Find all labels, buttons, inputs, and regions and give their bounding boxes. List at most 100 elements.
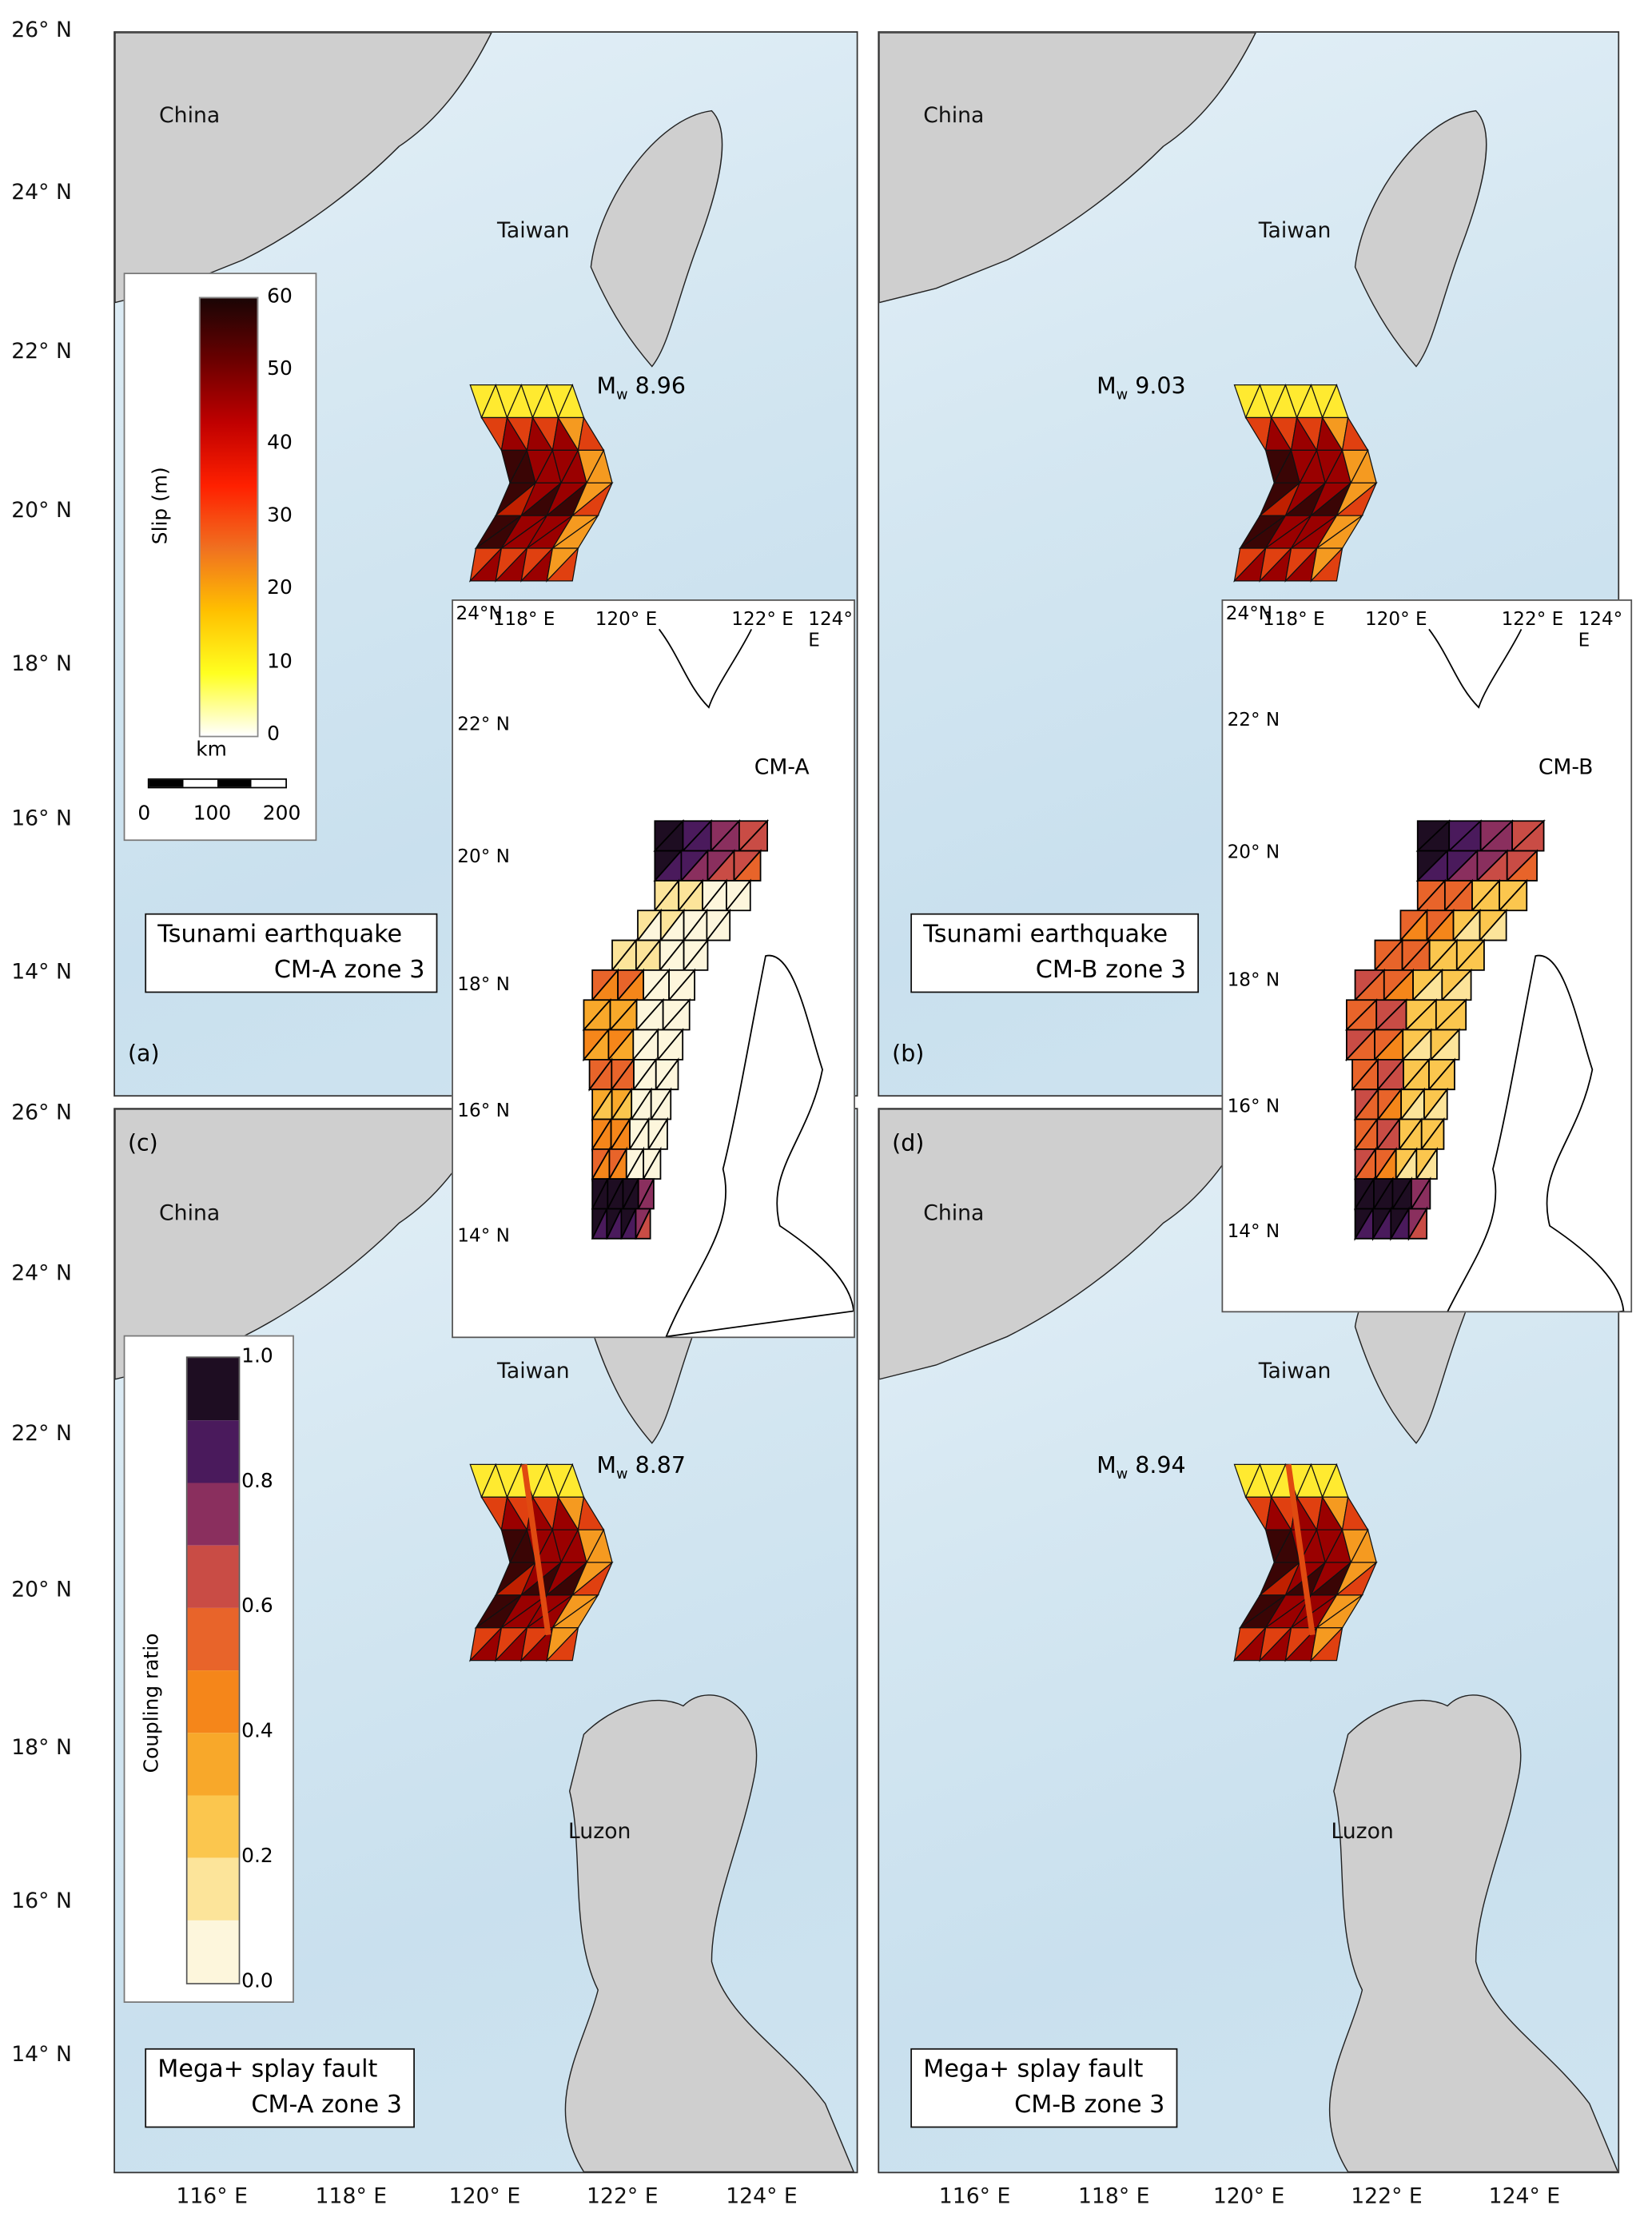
land-taiwan: [590, 109, 723, 368]
land-taiwan: [1354, 109, 1487, 368]
inset-lat-label: 20° N: [457, 846, 510, 868]
coupling-color-step: [187, 1420, 239, 1483]
slip-tick-label: 20: [267, 576, 293, 600]
coupling-color-step: [187, 1733, 239, 1796]
splay-fault-line: [1285, 1463, 1316, 1636]
mesh-triangle: [725, 878, 751, 912]
fault-triangle: [545, 1626, 579, 1662]
place-label-luzon: Luzon: [567, 1817, 631, 1844]
inset-map-cm-b: 24°N 118° E 120° E 122° E 124° E 22° N 20° N 18…: [1221, 599, 1633, 1313]
coupling-legend: Coupling ratio 1.0 0.8 0.6 0.4 0.2 0.0: [123, 1335, 294, 2003]
inset-lat-label: 14° N: [457, 1225, 510, 1248]
scenario-title-b: Tsunami earthquake CM-B zone 3: [910, 913, 1200, 993]
scale-bar-unit: km: [196, 738, 227, 762]
basemap: [879, 1109, 1618, 2172]
place-label-luzon: Luzon: [1331, 1817, 1394, 1844]
inset-lon-label: 124° E: [1578, 609, 1623, 652]
fault-patch: [1233, 383, 1378, 583]
lat-label: 22° N: [11, 1420, 72, 1447]
inset-lon-label: 118° E: [1263, 609, 1325, 631]
inset-model-name: CM-A: [754, 754, 810, 780]
coupling-tick-label: 0.6: [241, 1594, 273, 1618]
land-luzon: [564, 1694, 854, 2172]
coupling-tick-label: 0.4: [241, 1720, 273, 1743]
scale-bar-tick: 200: [262, 802, 301, 826]
land-china: [114, 32, 492, 304]
place-label-taiwan: Taiwan: [1258, 1358, 1332, 1384]
lat-label: 24° N: [11, 1260, 72, 1286]
scale-bar: [147, 778, 288, 789]
lat-label: 22° N: [11, 337, 72, 364]
scenario-title-d: Mega+ splay fault CM-B zone 3: [910, 2048, 1178, 2128]
place-label-china: China: [923, 1200, 985, 1226]
magnitude-label-d: Mw 8.94: [1097, 1451, 1186, 1483]
inset-lat-label: 20° N: [1227, 842, 1280, 864]
fault-triangle: [1309, 1626, 1343, 1662]
slip-legend: Slip (m) km 0 100 200 60 50 40 30 20 10 0: [123, 273, 317, 842]
slip-colorbar: [198, 297, 259, 738]
lon-label: 122° E: [587, 2183, 659, 2209]
lat-label: 16° N: [11, 805, 72, 831]
coupling-tick-label: 0.2: [241, 1845, 273, 1869]
slip-tick-label: 10: [267, 650, 293, 673]
inset-lat-label: 16° N: [1227, 1097, 1280, 1118]
inset-lon-label: 120° E: [595, 609, 658, 631]
coupling-color-step: [187, 1483, 239, 1546]
lat-label: 14° N: [11, 958, 72, 985]
lat-label: 20° N: [11, 497, 72, 523]
lat-label: 26° N: [11, 17, 72, 43]
coupling-color-step: [187, 1857, 239, 1920]
lon-label: 120° E: [448, 2183, 521, 2209]
place-label-china: China: [923, 101, 985, 128]
coastline-taiwan: [1428, 628, 1523, 709]
inset-map-cm-a: 24°N 118° E 120° E 122° E 124° E 22° N 20° N 18…: [452, 599, 855, 1339]
splay-fault-line: [521, 1463, 551, 1636]
lat-label: 18° N: [11, 1734, 72, 1761]
inset-lat-label: 14° N: [1227, 1221, 1280, 1244]
lon-label: 118° E: [1077, 2183, 1150, 2209]
scenario-title-c: Mega+ splay fault CM-A zone 3: [145, 2048, 415, 2128]
mesh-triangle: [705, 908, 731, 941]
slip-tick-label: 40: [267, 431, 293, 455]
inset-lat-label: 24°N: [456, 603, 503, 626]
coupling-tick-label: 0.0: [241, 1970, 273, 1993]
land-luzon: [1328, 1694, 1618, 2172]
fault-mesh: [582, 819, 770, 1240]
magnitude-label-a: Mw 8.96: [596, 372, 686, 404]
place-label-china: China: [159, 101, 221, 128]
basemap: [114, 32, 723, 583]
inset-svg: [582, 628, 854, 1337]
lat-label: 18° N: [11, 651, 72, 676]
land-china: [879, 1109, 1256, 1380]
coupling-color-step: [187, 1545, 239, 1608]
inset-lat-label: 18° N: [457, 974, 510, 996]
inset-lon-label: 124° E: [808, 609, 853, 652]
land-china: [879, 32, 1256, 304]
inset-lat-label: 18° N: [1227, 969, 1280, 992]
slip-tick-label: 60: [267, 285, 293, 308]
mesh-triangle: [1407, 1206, 1428, 1240]
coupling-color-step: [187, 1920, 239, 1984]
lat-label: 14° N: [11, 2040, 72, 2067]
basemap: [879, 32, 1487, 583]
slip-tick-label: 30: [267, 504, 293, 527]
coupling-tick-label: 0.8: [241, 1470, 273, 1493]
lon-label: 122° E: [1351, 2183, 1423, 2209]
lat-label: 16° N: [11, 1888, 72, 1914]
lon-label: 124° E: [1488, 2183, 1561, 2209]
panel-letter-a: (a): [127, 1039, 160, 1067]
lon-label: 124° E: [726, 2183, 798, 2209]
magnitude-label-c: Mw 8.87: [596, 1451, 686, 1483]
fault-patch: [468, 1463, 614, 1662]
coastline-luzon: [1447, 954, 1625, 1311]
inset-lat-label: 16° N: [457, 1101, 510, 1123]
panel-letter-c: (c): [127, 1128, 158, 1156]
coupling-color-step: [187, 1607, 239, 1671]
lat-label: 26° N: [11, 1099, 72, 1125]
coupling-label: Coupling ratio: [141, 1633, 164, 1773]
lon-label: 116° E: [938, 2183, 1011, 2209]
coastline-luzon: [665, 954, 854, 1337]
coupling-tick-label: 1.0: [241, 1345, 273, 1368]
place-label-taiwan: Taiwan: [1258, 217, 1332, 243]
